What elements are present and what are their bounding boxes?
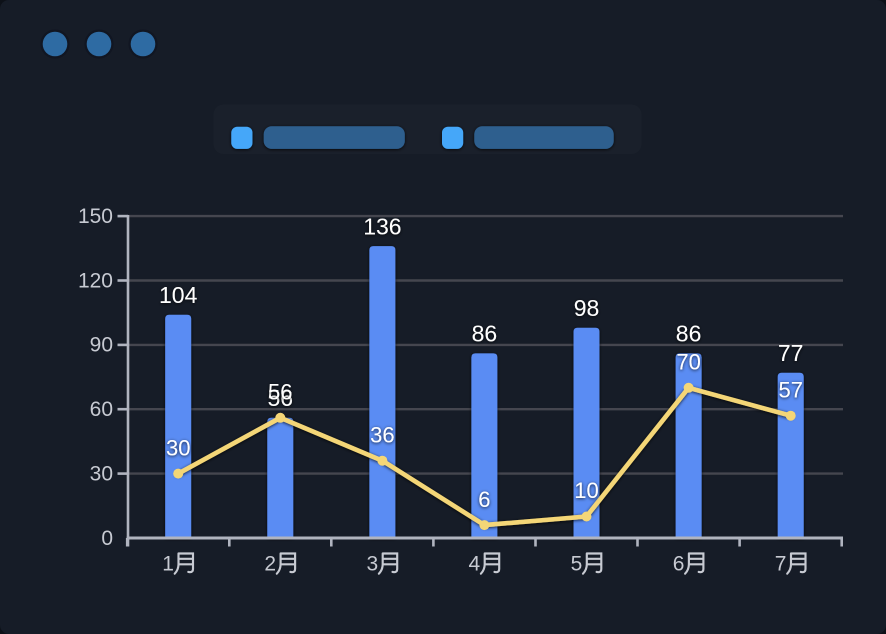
svg-text:104: 104 bbox=[159, 282, 198, 308]
svg-text:77: 77 bbox=[778, 340, 804, 366]
svg-text:6: 6 bbox=[673, 553, 685, 576]
svg-text:56: 56 bbox=[268, 380, 292, 405]
svg-text:7: 7 bbox=[775, 553, 787, 576]
svg-text:3: 3 bbox=[367, 553, 379, 576]
svg-text:86: 86 bbox=[676, 321, 702, 347]
svg-text:2: 2 bbox=[264, 553, 276, 576]
svg-text:60: 60 bbox=[90, 398, 113, 421]
svg-text:90: 90 bbox=[90, 334, 113, 357]
svg-text:56: 56 bbox=[268, 385, 294, 411]
svg-text:98: 98 bbox=[574, 295, 600, 321]
svg-text:86: 86 bbox=[472, 321, 498, 347]
svg-text:150: 150 bbox=[78, 205, 113, 228]
svg-text:70: 70 bbox=[676, 350, 700, 375]
svg-text:57: 57 bbox=[778, 377, 802, 402]
svg-text:10: 10 bbox=[574, 478, 598, 503]
svg-text:36: 36 bbox=[370, 422, 394, 447]
svg-text:30: 30 bbox=[166, 435, 190, 460]
svg-text:0: 0 bbox=[101, 527, 113, 550]
svg-text:136: 136 bbox=[363, 213, 401, 239]
svg-text:30: 30 bbox=[90, 462, 113, 485]
svg-text:4: 4 bbox=[469, 553, 481, 576]
svg-text:120: 120 bbox=[78, 269, 113, 292]
svg-text:6: 6 bbox=[478, 487, 490, 512]
svg-text:1: 1 bbox=[162, 553, 174, 576]
svg-text:5: 5 bbox=[571, 553, 583, 576]
